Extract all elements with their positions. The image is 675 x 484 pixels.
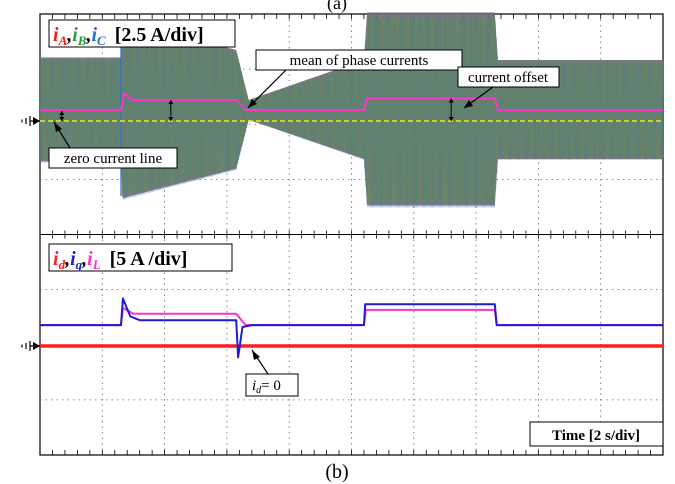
legQ-subscript: q: [76, 257, 83, 272]
legB-symbol: i: [72, 24, 78, 46]
offset-arrow-1-heads: [59, 111, 65, 121]
svg-text:iA​,iB​,iC​ [2.5 A/div]: iA​,iB​,iC​ [2.5 A/div]: [53, 24, 204, 48]
annotation-mean-text: mean of phase currents: [290, 53, 429, 69]
legend-comma-4: ,: [81, 248, 87, 270]
svg-text:id= 0: id= 0: [252, 378, 281, 396]
legend-id: id​: [53, 248, 66, 272]
time-scale-text: Time [2 s/div]: [552, 428, 640, 444]
iq-trace: [40, 297, 663, 359]
legL-symbol: i: [87, 248, 93, 270]
annotation-zero-text: zero current line: [64, 151, 163, 167]
annotation-offset: current offset: [457, 66, 560, 109]
legC-symbol: i: [91, 24, 97, 46]
top-legend-box: [48, 19, 236, 48]
top-scale-label: [2.5 A/div]: [115, 24, 204, 46]
scope-grid: [39, 13, 664, 456]
bottom-scale-label: [5 A /div]: [110, 248, 188, 270]
legQ-symbol: i: [70, 248, 76, 270]
annotation-offset-text: current offset: [468, 70, 549, 86]
id-zero-symbol: i: [252, 378, 256, 394]
annotation-zero: zero current line: [48, 121, 178, 169]
ground-marker-top: [21, 116, 40, 126]
legA-symbol: i: [53, 24, 59, 46]
bottom-caption: (b): [325, 461, 348, 483]
id-zero-sub: d: [256, 385, 262, 396]
annotation-mean: mean of phase currents: [247, 49, 463, 109]
legB-subscript: B: [77, 33, 87, 48]
legend-iq: iq​: [70, 248, 83, 272]
legL-subscript: L: [92, 257, 101, 272]
legend-il: iL​: [87, 248, 101, 272]
top-legend: iA​,iB​,iC​ [2.5 A/div]: [48, 19, 236, 48]
svg-text:id​,iq​,iL​ [5 A /div]: id​,iq​,iL​ [5 A /div]: [53, 248, 187, 272]
id-zero-eq: = 0: [261, 378, 281, 394]
legend-ia: iA​: [53, 24, 68, 48]
ground-arrow: [33, 117, 40, 125]
ground-bars: [21, 341, 31, 351]
ground-arrow: [33, 342, 40, 350]
legend-ib: iB​: [72, 24, 87, 48]
phase-b-trace: [39, 17, 664, 203]
legD-subscript: d: [59, 257, 66, 272]
legC-subscript: C: [97, 33, 106, 48]
bottom-legend-box: [48, 243, 233, 272]
legend-comma-3: ,: [64, 248, 70, 270]
top-panel-traces: [39, 12, 664, 208]
ground-marker-bottom: [21, 341, 40, 351]
mean-phase-current-trace: [40, 92, 663, 111]
legend-ic: iC​: [91, 24, 106, 48]
legend-comma-1: ,: [66, 24, 72, 46]
legend-comma-2: ,: [85, 24, 91, 46]
bottom-legend: id​,iq​,iL​ [5 A /div]: [48, 243, 233, 272]
ground-bars: [21, 116, 31, 126]
legA-subscript: A: [58, 33, 68, 48]
time-scale-label: Time [2 s/div]: [529, 421, 664, 447]
top-caption: (a): [327, 0, 347, 14]
legD-symbol: i: [53, 248, 59, 270]
bottom-panel-traces: [40, 297, 663, 359]
annotation-id-zero: id= 0: [245, 349, 299, 397]
